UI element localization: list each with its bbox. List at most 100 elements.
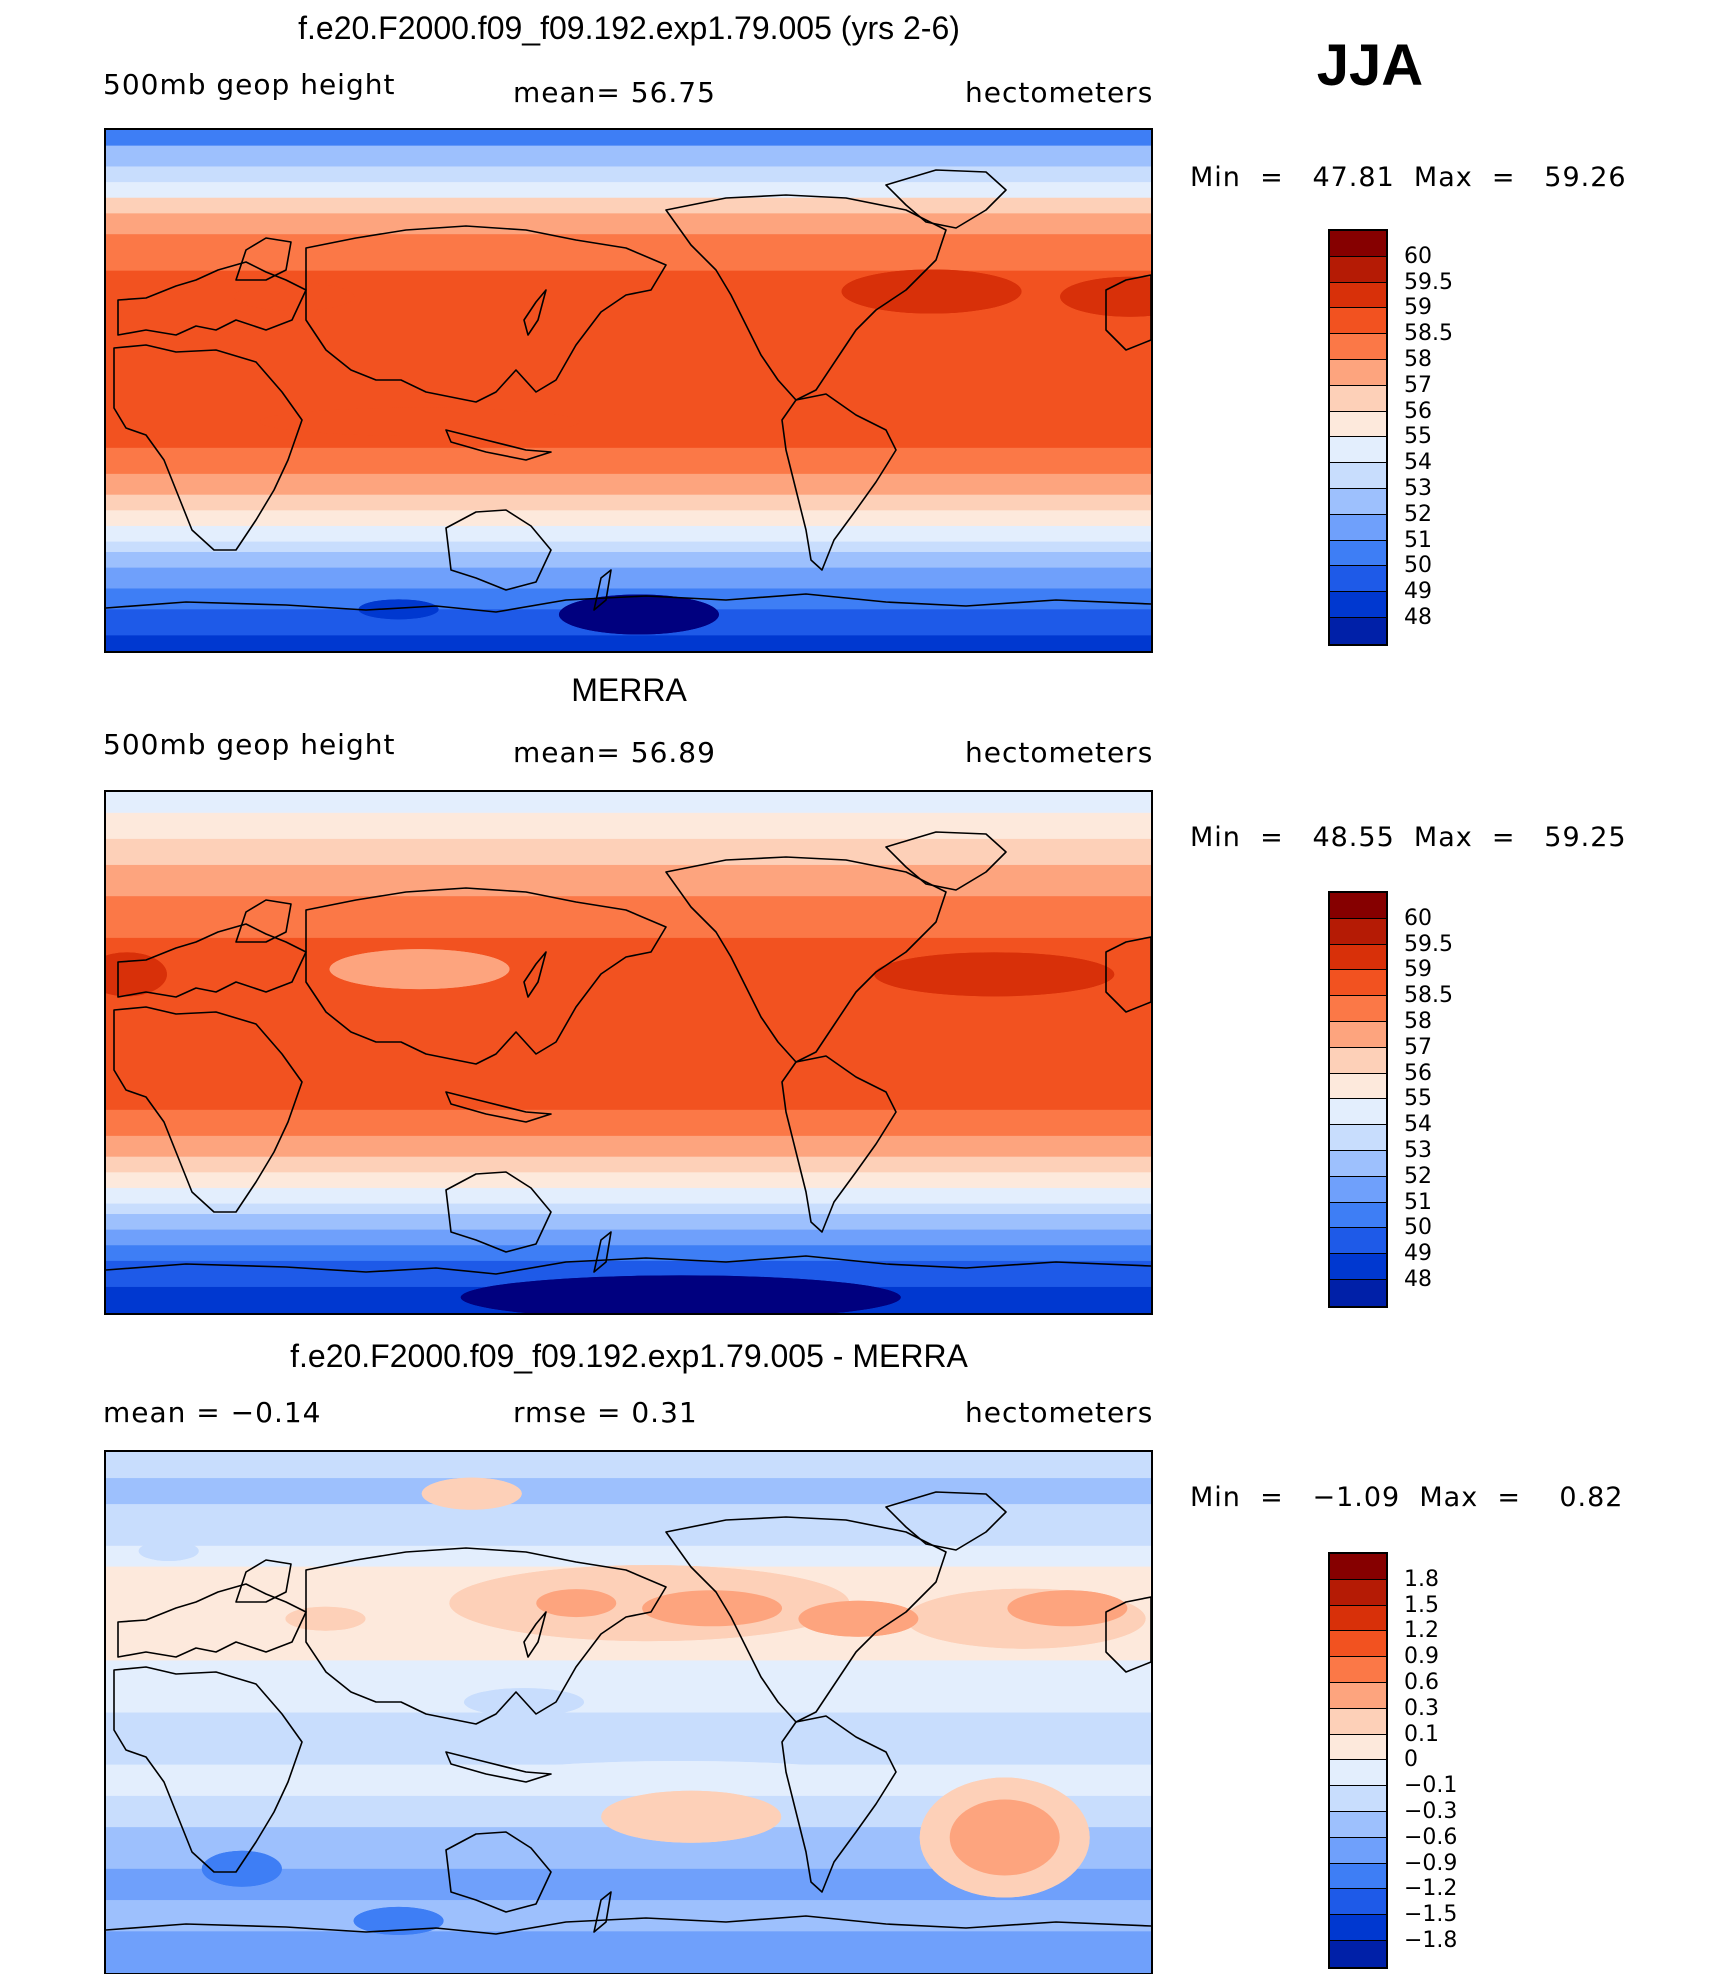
colorbar-tick-label: 50: [1404, 1215, 1432, 1241]
colorbar-box: [1330, 540, 1386, 567]
colorbar-tick-label: 54: [1404, 450, 1432, 476]
colorbar-tick-label: 48: [1404, 1267, 1432, 1292]
colorbar-box: [1330, 1279, 1386, 1306]
colorbar-tick-label: 59: [1404, 295, 1432, 321]
panel-3-units-label: hectometers: [965, 1396, 1154, 1429]
panel-2-min-value: 48.55: [1312, 822, 1395, 853]
colorbar-tick-label: −1.2: [1404, 1876, 1458, 1902]
coastline: [445, 1751, 552, 1783]
panel-1-min-value: 47.81: [1312, 162, 1395, 193]
panel-1-units-label: hectometers: [965, 76, 1154, 109]
panel-2-max-value: 59.25: [1544, 822, 1627, 853]
colorbar-tick-label: 60: [1404, 243, 1432, 269]
colorbar-tick-label: −0.3: [1404, 1799, 1458, 1824]
coastline: [235, 1559, 292, 1603]
map-canvas: [106, 792, 1151, 1313]
panel-2-mean-label: mean= 56.89: [513, 736, 716, 769]
colorbar-tick-label: 49: [1404, 579, 1432, 605]
colorbar-tick-label: −0.6: [1404, 1824, 1458, 1850]
contour-band: [106, 145, 1151, 168]
colorbar-box: [1330, 1021, 1386, 1048]
contour-band: [106, 1156, 1151, 1174]
panel-1-max-value: 59.26: [1544, 162, 1627, 193]
contour-feature: [601, 1790, 782, 1843]
contour-band: [106, 1109, 1151, 1137]
colorbar-tick-label: −0.9: [1404, 1850, 1458, 1876]
colorbar-tick-label: 53: [1404, 476, 1432, 501]
contour-band: [106, 635, 1151, 651]
contour-band: [106, 552, 1151, 569]
coastline: [523, 951, 547, 998]
contour-band: [106, 1452, 1151, 1480]
contour-feature: [874, 952, 1115, 997]
contour-band: [106, 541, 1151, 554]
season-label: JJA: [1316, 33, 1424, 98]
colorbar-tick-label: −0.1: [1404, 1773, 1458, 1799]
colorbar-tick-label: 56: [1404, 398, 1432, 424]
contour-band: [106, 473, 1151, 496]
contour-feature: [1007, 1590, 1128, 1627]
colorbar-tick-label: 59: [1404, 957, 1432, 983]
contour-feature: [841, 269, 1022, 314]
colorbar-box: [1330, 385, 1386, 412]
contour-feature: [421, 1477, 522, 1510]
colorbar-tick-label: 1.5: [1404, 1592, 1439, 1618]
coastline: [445, 1171, 552, 1253]
contour-band: [106, 1900, 1151, 1933]
panel-3-minmax: Min = −1.09 Max = 0.82: [1190, 1482, 1624, 1513]
contour-band: [106, 525, 1151, 543]
contour-band: [106, 182, 1151, 199]
colorbar-tick-label: 60: [1404, 905, 1432, 931]
colorbar-tick-label: 50: [1404, 553, 1432, 579]
colorbar-box: [1330, 488, 1386, 515]
coastline: [593, 1891, 612, 1933]
colorbar-box: [1330, 1915, 1386, 1941]
coastline: [885, 831, 1007, 891]
colorbar-box: [1330, 1734, 1386, 1761]
colorbar-tick-label: −1.8: [1404, 1928, 1458, 1953]
colorbar-box: [1330, 1760, 1386, 1787]
contour-feature: [234, 282, 355, 311]
colorbar-box: [1330, 1863, 1386, 1890]
coastline: [235, 899, 292, 943]
contour-band: [106, 197, 1151, 215]
colorbar-box: [1330, 1940, 1386, 1967]
panel-1-title: f.e20.F2000.f09_f09.192.exp1.79.005 (yrs…: [298, 10, 960, 46]
colorbar-box: [1330, 308, 1386, 335]
contour-band: [106, 1214, 1151, 1231]
colorbar-tick-label: −1.5: [1404, 1902, 1458, 1928]
map-canvas: [106, 1452, 1151, 1973]
contour-feature: [460, 1275, 901, 1313]
contour-band: [106, 1660, 1151, 1714]
contour-feature: [138, 1540, 199, 1561]
contour-band: [106, 130, 1151, 147]
colorbar-tick-label: 0: [1404, 1747, 1418, 1773]
contour-feature: [259, 407, 580, 436]
coastline: [665, 1516, 947, 1723]
contour-band: [106, 213, 1151, 236]
colorbar-tick-label: 49: [1404, 1241, 1432, 1267]
coastline: [305, 1547, 667, 1725]
panel-2-title: MERRA: [571, 672, 687, 708]
coastline: [593, 1231, 612, 1273]
coastline: [665, 194, 947, 401]
panel-1-colorbar: [1328, 229, 1388, 646]
colorbar-tick-label: 58.5: [1404, 983, 1453, 1009]
colorbar-box: [1330, 231, 1386, 257]
colorbar-tick-label: 56: [1404, 1060, 1432, 1086]
contour-band: [106, 1931, 1151, 1973]
contour-band: [106, 1712, 1151, 1766]
colorbar-tick-label: 52: [1404, 1163, 1432, 1189]
colorbar-box: [1330, 411, 1386, 438]
contour-feature: [949, 1799, 1060, 1876]
colorbar-box: [1330, 1073, 1386, 1100]
colorbar-tick-label: 58: [1404, 347, 1432, 372]
colorbar-tick-label: 0.1: [1404, 1721, 1439, 1747]
colorbar-box: [1330, 256, 1386, 283]
contour-feature: [353, 1906, 444, 1935]
coastline: [445, 429, 552, 461]
colorbar-box: [1330, 1708, 1386, 1735]
contour-feature: [642, 1590, 783, 1627]
colorbar-tick-label: 1.2: [1404, 1618, 1439, 1644]
